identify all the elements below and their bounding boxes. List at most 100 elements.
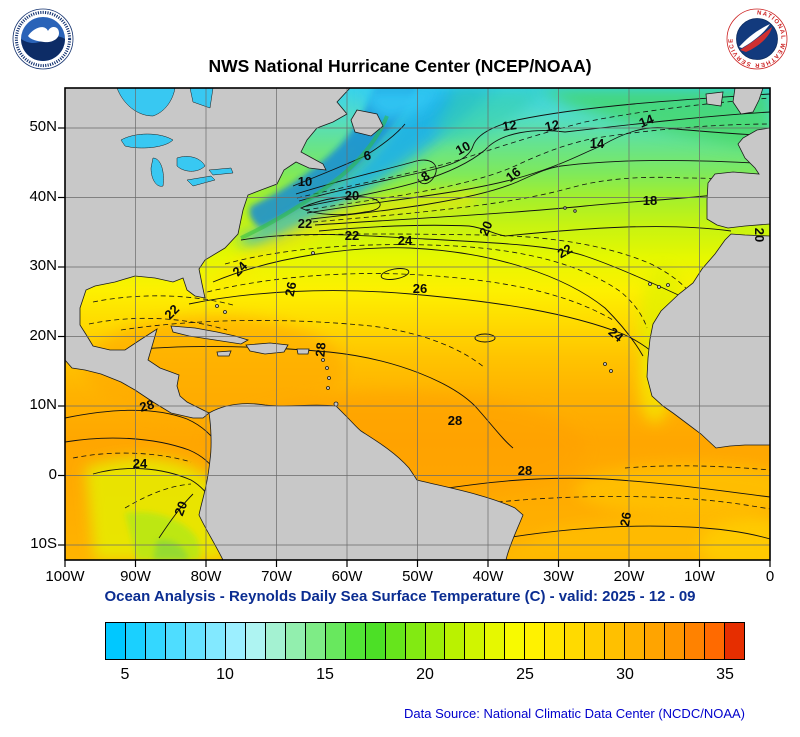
lake-ontario [208,167,234,176]
lat-tick-label: 50N [29,118,57,135]
contour-label: 28 [312,342,328,358]
land-africa [646,233,770,449]
colorbar-cell [525,623,546,659]
temperature-colorbar: 5 10 15 20 25 30 35 [105,622,745,688]
land-masses [65,88,770,560]
contour-label: 22 [298,216,312,231]
contour-label: 26 [617,511,634,528]
contour-label: 28 [138,397,156,415]
lon-tick-label: 10W [684,568,715,585]
page-title: NWS National Hurricane Center (NCEP/NOAA… [208,56,592,76]
island-cape-verde [603,362,607,366]
colorbar-cell [465,623,486,659]
island-trinidad [333,401,339,407]
colorbar-tick-label: 10 [216,666,234,683]
island-azores [563,206,567,210]
colorbar-cell [445,623,466,659]
noaa-gull-icon [28,27,59,43]
map-frame [64,87,771,561]
contour-label: 20 [752,228,767,242]
colorbar-cell [425,623,446,659]
contour-label: 12 [543,117,560,135]
noaa-ring-text [14,10,72,68]
colorbar-cell [505,623,526,659]
colorbar-cell [565,623,586,659]
colorbar-cell [265,623,286,659]
colorbar-cell [125,623,146,659]
colorbar-tick-labels: 5 10 15 20 25 30 35 [105,660,745,688]
island-antilles [325,366,329,370]
colorbar-cell [685,623,706,659]
colorbar-cell [605,623,626,659]
contour-label: 14 [590,136,605,151]
contour-label: 20 [345,188,359,203]
axis-ticks [58,127,771,567]
land-jamaica [216,350,232,357]
colorbar-cell [365,623,386,659]
contour-label: 12 [501,117,517,134]
land-europe [706,127,770,229]
lat-tick-label: 20N [29,326,57,344]
isotherm-contours-dashed [72,97,770,510]
colorbar-cell [305,623,326,659]
lon-tick-label: 100W [45,568,85,585]
lat-tick-label: 0 [48,465,57,483]
colorbar-cells [105,622,745,660]
contour-label: 24 [133,456,148,471]
lat-tick-label: 10N [29,396,57,413]
colorbar-cell [645,623,666,659]
colorbar-cell [585,623,606,659]
island-cape-verde [609,369,613,373]
land-ireland [705,91,724,107]
contour-label: 26 [282,280,300,297]
lon-tick-label: 20W [613,568,645,585]
colorbar-tick-label: 15 [316,666,334,683]
colorbar-tick-label: 35 [716,666,734,683]
island-bermuda [311,251,315,255]
island-antilles [321,358,325,362]
island-canaries [648,282,652,286]
land-puerto-rico [296,348,310,355]
nws-red-swoosh-icon [740,27,772,52]
lon-tick-label: 60W [331,568,363,585]
island-antilles [326,386,330,390]
map-caption: Ocean Analysis - Reynolds Daily Sea Surf… [104,588,696,605]
colorbar-cell [325,623,346,659]
colorbar-cell [385,623,406,659]
lat-tick-label: 40N [29,187,57,205]
lon-tick-label: 80W [190,568,222,585]
colorbar-cell [665,623,686,659]
colorbar-cell [145,623,166,659]
colorbar-cell [205,623,226,659]
contour-label: 24 [398,233,413,248]
island-bahamas [223,310,227,314]
contour-label: 26 [413,281,427,296]
land-britain [732,88,764,115]
colorbar-cell [725,623,744,659]
lon-tick-label: 40W [472,568,504,585]
island-bahamas [215,304,219,308]
colorbar-cell [485,623,506,659]
colorbar-tick-label: 5 [120,666,130,683]
colorbar-cell [345,623,366,659]
lon-tick-label: 0 [765,568,775,585]
land-newfoundland [350,109,384,137]
colorbar-cell [285,623,306,659]
noaa-emblem [12,8,74,70]
contour-label: 6 [362,148,372,164]
colorbar-cell [405,623,426,659]
contour-label: 22 [345,228,359,243]
colorbar-cell [225,623,246,659]
colorbar-cell [106,623,126,659]
island-antilles [327,376,331,380]
colorbar-cell [245,623,266,659]
lake-erie [186,175,216,187]
island-canaries [657,285,661,289]
lon-tick-label: 50W [402,568,433,585]
lon-tick-label: 90W [120,568,151,585]
contour-label: 28 [518,463,532,478]
lake-superior [120,133,174,149]
contour-label: 20 [171,499,190,518]
